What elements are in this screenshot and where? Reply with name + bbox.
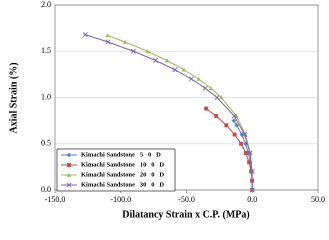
x-tick-label: 50.0 [311, 195, 325, 204]
y-axis-title: Axial Strain (%) [8, 62, 19, 133]
point [247, 160, 252, 165]
point [249, 187, 255, 193]
y-tick-label: 1.0 [41, 92, 51, 101]
y-tick-label: 0.5 [41, 139, 51, 148]
point [196, 76, 201, 81]
legend-label: Kimachi Sandstone 30 0 D [81, 181, 164, 188]
legend-marker [66, 172, 72, 177]
point [214, 114, 219, 118]
x-tick-label: 0.0 [247, 195, 257, 204]
legend-marker [66, 182, 72, 188]
point [105, 39, 111, 45]
point [219, 95, 224, 100]
point [172, 67, 178, 73]
legend-label: Kimachi Sandstone 20 0 D [81, 171, 164, 178]
series-line [205, 108, 253, 191]
y-tick-label: 1.5 [41, 46, 51, 55]
point [234, 123, 239, 128]
point [164, 58, 170, 63]
point [153, 57, 159, 64]
x-axis-title: Dilatancy Strain x C.P. (MPa) [122, 209, 249, 220]
point [239, 132, 244, 137]
point [122, 39, 128, 44]
point [243, 151, 248, 155]
legend-marker [67, 163, 71, 167]
y-tick-label: 0.0 [41, 185, 51, 194]
point [232, 132, 237, 137]
point [145, 49, 150, 54]
x-tick-label: -150.0 [45, 195, 66, 204]
point [208, 86, 214, 91]
point [204, 106, 209, 111]
x-tick-label: -100.0 [110, 195, 131, 204]
point [130, 48, 136, 54]
legend-box [56, 148, 176, 192]
point [249, 168, 255, 175]
point [231, 118, 237, 123]
chart: Dilatancy Strain x C.P. (MPa) Axial Stra… [8, 0, 325, 220]
point [188, 76, 194, 82]
point [239, 141, 244, 146]
plot-frame [54, 4, 319, 191]
page: {"chart_data": {"type": "scatter", "xlab… [8, 0, 325, 221]
point [82, 32, 88, 38]
x-tick-label: -50.0 [178, 195, 195, 204]
point [181, 67, 187, 72]
legend-marker [66, 152, 72, 158]
point [247, 150, 253, 156]
point [242, 131, 248, 138]
point [105, 33, 110, 38]
point [224, 123, 229, 128]
point [231, 113, 237, 119]
legend-label: Kimachi Sandstone 10 0 D [81, 161, 164, 168]
y-tick-label: 2.0 [41, 0, 51, 9]
point [214, 94, 220, 101]
legend-label: Kimachi Sandstone 5 0 D [81, 151, 161, 158]
point [202, 85, 208, 91]
